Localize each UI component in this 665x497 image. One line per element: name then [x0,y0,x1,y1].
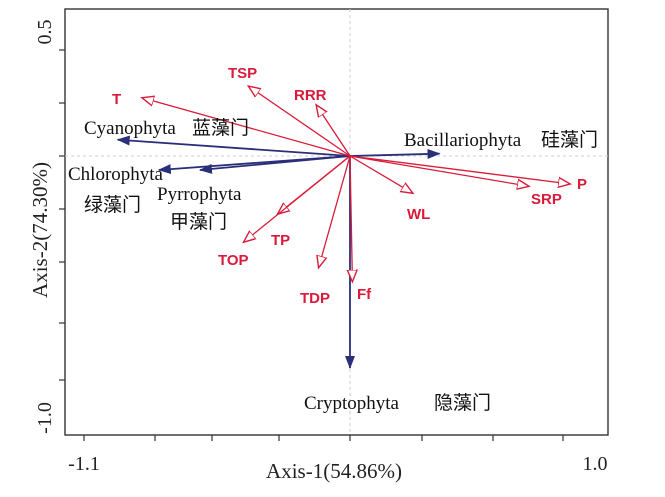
env-label-tp: TP [271,232,290,249]
species-vector-cyanophyta [116,135,351,157]
env-vector-srp [349,155,529,186]
species-vector-bacillariophyta [349,148,441,159]
env-vector-p [349,155,570,184]
env-vector-tdp [319,155,351,268]
species-label-cn-cyanophyta: 蓝藻门 [192,117,249,139]
y-tick-label-top: 0.5 [34,20,56,45]
env-vector-rrr [316,105,351,157]
y-tick-label-bottom: -1.0 [34,402,56,434]
species-label-cyanophyta: Cyanophyta [84,118,176,139]
environment-vectors [142,86,570,282]
species-label-cn-chlorophyta: 绿藻门 [84,194,141,216]
species-label-chlorophyta: Chlorophyta [68,164,164,185]
env-label-ff: Ff [357,286,372,303]
env-label-t: T [112,91,121,108]
x-axis-title: Axis-1(54.86%) [266,459,402,483]
vector-labels: Cyanophyta 蓝藻门 Chlorophyta 绿藻门 Pyrrophyta 甲藻门… [68,65,598,414]
env-vector-wl [349,155,413,193]
env-vector-t [142,98,351,157]
frame-ticks [59,49,564,441]
species-label-cryptophyta: Cryptophyta [304,393,400,414]
species-label-cn-bacillariophyta: 硅藻门 [541,129,598,151]
env-label-tdp: TDP [300,290,330,307]
env-label-p: P [577,176,587,193]
env-label-wl: WL [407,206,430,223]
species-vector-pyrrophyta [198,155,351,174]
species-label-cn-pyrrophyta: 甲藻门 [170,211,227,233]
x-tick-label-right: 1.0 [583,453,608,475]
env-vector-tsp [248,86,351,157]
env-vector-ff [350,155,352,282]
env-label-srp: SRP [531,191,562,208]
env-vector-top [244,155,351,242]
species-label-bacillariophyta: Bacillariophyta [404,130,522,151]
env-label-tsp: TSP [228,65,257,82]
species-vectors [116,135,441,370]
y-axis-title: Axis-2(74.30%) [28,162,52,298]
x-tick-label-left: -1.1 [68,453,100,475]
species-label-pyrrophyta: Pyrrophyta [157,184,242,205]
env-label-rrr: RRR [294,87,327,104]
plot-frame [64,8,609,436]
env-label-top: TOP [218,252,249,269]
species-label-cn-cryptophyta: 隐藻门 [434,392,491,414]
